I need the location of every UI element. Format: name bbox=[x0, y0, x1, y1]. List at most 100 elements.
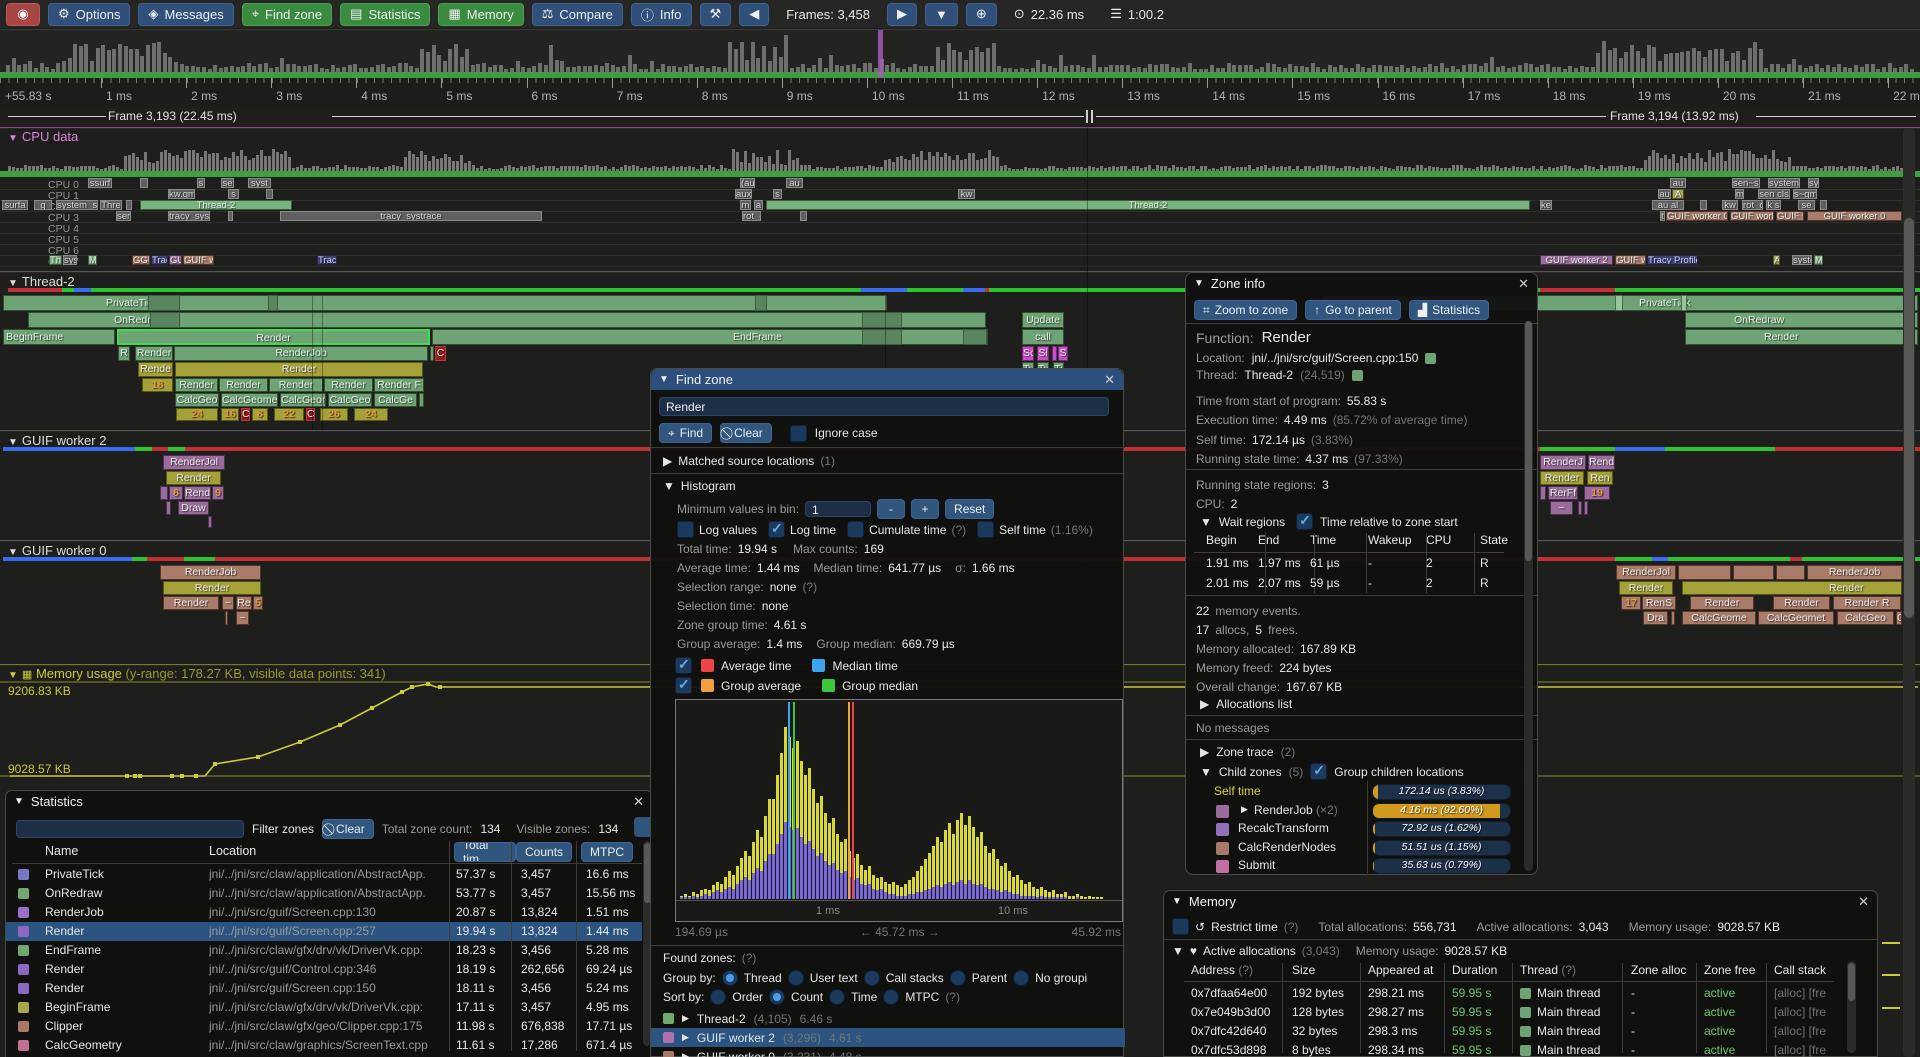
frame-bar[interactable] bbox=[1747, 47, 1752, 72]
cpu-zone[interactable]: GUIF work bbox=[1730, 211, 1774, 221]
frame-bar[interactable] bbox=[806, 67, 811, 72]
frame-bar[interactable] bbox=[280, 57, 285, 72]
frame-bar[interactable] bbox=[1019, 68, 1024, 72]
frame-bar[interactable] bbox=[1187, 63, 1192, 72]
frame-bar[interactable] bbox=[1355, 63, 1360, 72]
cpu-zone[interactable]: GUIF worker 2 bbox=[1540, 255, 1613, 265]
child-zone-row[interactable]: ▶ RenderJob (×2) 4.16 ms (92.60%) bbox=[1186, 802, 1526, 820]
memory-col-thread[interactable]: Thread (?) bbox=[1520, 963, 1577, 977]
frame-bar[interactable] bbox=[1680, 52, 1685, 72]
frame-3194-label[interactable]: Frame 3,194 (13.92 ms) bbox=[1610, 109, 1739, 123]
frame-bar[interactable] bbox=[28, 60, 33, 72]
frame-bar[interactable] bbox=[1361, 67, 1366, 72]
thread-header-guif-worker-2[interactable]: ▼ GUIF worker 2 bbox=[8, 433, 107, 448]
frame-bar[interactable] bbox=[1310, 63, 1315, 72]
cpu-zone[interactable]: A bbox=[1773, 255, 1780, 265]
group-by-radio-parent[interactable] bbox=[949, 970, 966, 986]
frame-bar[interactable] bbox=[1439, 63, 1444, 72]
frame-bar[interactable] bbox=[946, 43, 951, 72]
frame-bar[interactable] bbox=[230, 66, 234, 72]
frame-3193-label[interactable]: Frame 3,193 (22.45 ms) bbox=[108, 109, 237, 123]
cpu-zone[interactable] bbox=[1820, 200, 1827, 210]
timeline-zone[interactable] bbox=[963, 329, 987, 345]
timeline-zone[interactable]: call bbox=[1022, 329, 1064, 345]
cpu-zone[interactable]: GUI bbox=[169, 255, 182, 265]
frame-bar[interactable] bbox=[134, 49, 139, 72]
frame-bar[interactable] bbox=[851, 64, 856, 72]
timeline-zone[interactable]: Dra bbox=[1643, 611, 1668, 625]
frame-bar[interactable] bbox=[1546, 64, 1550, 72]
cpu-zone[interactable]: system_s bbox=[1768, 178, 1800, 188]
frame-bar[interactable] bbox=[812, 64, 817, 72]
frame-bar[interactable] bbox=[1014, 68, 1018, 72]
frame-bar[interactable] bbox=[179, 64, 184, 72]
cpu-zone[interactable] bbox=[266, 189, 273, 199]
memory-titlebar[interactable]: ▼ Memory ✕ bbox=[1164, 891, 1877, 912]
frame-bar[interactable] bbox=[666, 66, 671, 72]
frame-bar[interactable] bbox=[1193, 68, 1198, 72]
frame-bar[interactable] bbox=[1417, 68, 1422, 72]
group-by-radio-thread[interactable] bbox=[721, 970, 738, 986]
frame-bar[interactable] bbox=[218, 67, 223, 72]
timeline-zone[interactable]: Sc bbox=[1022, 346, 1034, 361]
frame-bar[interactable] bbox=[515, 60, 520, 72]
cpu-zone[interactable]: kw bbox=[1722, 200, 1738, 210]
group-by-radio-user-text[interactable] bbox=[787, 970, 804, 986]
frame-bar[interactable] bbox=[330, 65, 335, 72]
frame-bar[interactable] bbox=[504, 68, 509, 72]
statistics-row[interactable]: PrivateTick jni/../jni/src/claw/applicati… bbox=[6, 865, 642, 884]
time-relative-checkbox[interactable] bbox=[1296, 512, 1314, 530]
timeline-zone[interactable] bbox=[148, 295, 180, 311]
cpu-zone[interactable]: M bbox=[1814, 255, 1823, 265]
frame-bar[interactable] bbox=[6, 65, 10, 72]
frame-bar[interactable] bbox=[1109, 64, 1114, 72]
frame-bar[interactable] bbox=[745, 60, 750, 72]
cpu-zone[interactable]: au bbox=[1670, 178, 1686, 188]
timeline-zone[interactable]: Render bbox=[175, 378, 218, 392]
frame-bar[interactable] bbox=[678, 66, 682, 72]
timeline-zone[interactable]: Draw bbox=[178, 501, 209, 515]
frame-bar[interactable] bbox=[1366, 67, 1371, 72]
frame-bar[interactable] bbox=[538, 63, 542, 72]
frame-bar[interactable] bbox=[67, 57, 72, 72]
frame-bar[interactable] bbox=[1613, 48, 1618, 72]
column-counts[interactable]: Counts bbox=[516, 842, 573, 862]
timeline-zone[interactable]: CalcGeome bbox=[221, 393, 278, 407]
cpu-zone[interactable]: Thread-2 bbox=[140, 200, 292, 210]
frame-bar[interactable] bbox=[342, 67, 346, 72]
frame-bar[interactable] bbox=[840, 65, 845, 72]
timeline-zone[interactable]: Render bbox=[1685, 329, 1918, 345]
zoom-to-zone-button[interactable]: ⌗ Zoom to zone bbox=[1194, 300, 1298, 320]
frame-bar[interactable] bbox=[1854, 64, 1858, 72]
frame-bar[interactable] bbox=[1098, 67, 1102, 72]
frame-bar[interactable] bbox=[420, 49, 425, 72]
frame-bar[interactable] bbox=[706, 68, 710, 72]
cpu-zone[interactable] bbox=[800, 211, 807, 221]
frame-bar[interactable] bbox=[392, 66, 397, 72]
frame-bar[interactable] bbox=[174, 62, 178, 72]
frame-bar[interactable] bbox=[274, 66, 279, 72]
frame-bar[interactable] bbox=[1870, 64, 1875, 72]
reset-button[interactable]: Reset bbox=[945, 499, 995, 519]
timeline-zone[interactable]: ~ bbox=[222, 596, 234, 610]
frame-bar[interactable] bbox=[1299, 65, 1304, 72]
timeline-zone[interactable]: Rend bbox=[1588, 455, 1615, 470]
frame-bar[interactable] bbox=[974, 47, 979, 72]
frame-bar[interactable] bbox=[969, 50, 974, 72]
frame-bar[interactable] bbox=[50, 68, 55, 72]
collapse-icon[interactable]: ▼ bbox=[1172, 944, 1184, 958]
frame-bar[interactable] bbox=[728, 42, 733, 72]
cpu-zone[interactable]: ser bbox=[116, 211, 131, 221]
frame-bar[interactable] bbox=[762, 46, 766, 72]
frame-bar[interactable] bbox=[885, 65, 890, 72]
frame-bar[interactable] bbox=[1702, 56, 1707, 72]
timeline-zone[interactable]: CalcGeo bbox=[328, 393, 372, 407]
frame-markers[interactable]: Frame 3,193 (22.45 ms) Frame 3,194 (13.9… bbox=[0, 108, 1920, 125]
frame-bar[interactable] bbox=[185, 66, 190, 72]
frame-bar[interactable] bbox=[196, 67, 201, 72]
frame-bar[interactable] bbox=[1406, 68, 1410, 72]
main-scrollbar[interactable] bbox=[1903, 128, 1915, 1057]
timeline-zone[interactable]: Rende bbox=[138, 362, 173, 377]
frame-bar[interactable] bbox=[1165, 63, 1170, 72]
zone-thread[interactable]: Thread-2 bbox=[1244, 368, 1294, 382]
